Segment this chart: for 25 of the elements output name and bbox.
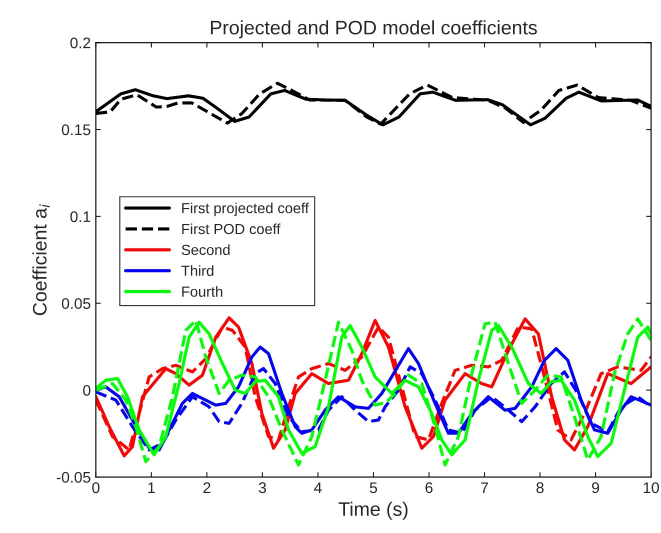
chart-title: Projected and POD model coefficients: [210, 20, 537, 38]
y-tick-label: 0.15: [62, 124, 90, 136]
y-axis-title: Coefficient a$_{i}$: [32, 204, 50, 316]
x-tick-label: 3: [258, 482, 266, 494]
x-tick-label: 7: [481, 482, 488, 493]
x-tick-label: 5: [370, 482, 378, 494]
x-tick-label: 8: [536, 482, 544, 494]
x-tick-label: 10: [644, 482, 659, 494]
y-tick-label: 0: [83, 385, 90, 396]
legend-label: Second: [182, 244, 230, 256]
x-tick-label: 4: [314, 482, 322, 493]
legend-label: Fourth: [182, 286, 222, 297]
y-tick-label: 0.1: [70, 211, 90, 222]
x-tick-label: 6: [426, 482, 433, 494]
x-tick-label: 9: [592, 482, 600, 494]
x-axis-title: Time (s): [338, 502, 408, 520]
x-tick-label: 2: [203, 482, 210, 493]
legend-label: First projected coeff: [182, 202, 309, 216]
legend-label: Third: [181, 265, 214, 276]
legend-label: First POD coeff: [182, 223, 280, 234]
y-tick-label: -0.05: [56, 472, 90, 483]
y-tick-label: 0.05: [62, 298, 90, 309]
x-tick-label: 0: [92, 482, 100, 494]
x-tick-label: 1: [148, 482, 155, 493]
y-tick-label: 0.2: [70, 38, 90, 48]
